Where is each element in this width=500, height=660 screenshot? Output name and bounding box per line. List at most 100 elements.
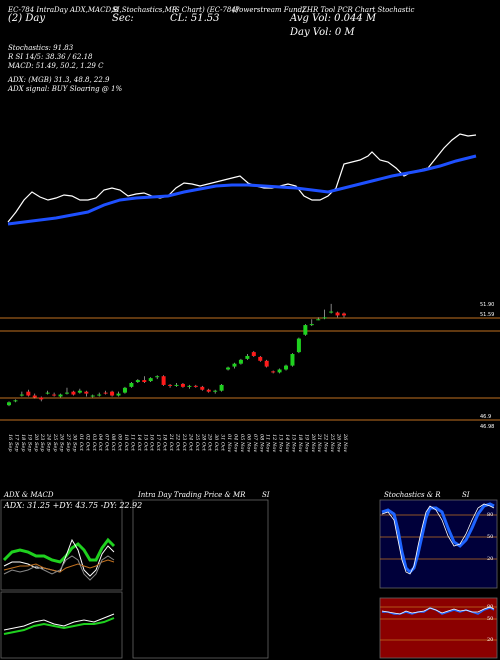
header-indicators: SI,Stochastics,MR <box>112 6 178 14</box>
x-tick-label: 19 Sep <box>26 434 32 452</box>
x-tick-label: 25 Sep <box>52 433 58 452</box>
stochastics-title: Stochastics & R <box>384 491 441 499</box>
header-day-vol: Day Vol: 0 M <box>290 27 355 38</box>
macd-signal-line <box>3 617 115 635</box>
candle-down <box>251 352 256 356</box>
x-tick-label: 20 Nov <box>310 433 316 452</box>
price-label: 51.90 <box>480 302 494 308</box>
x-tick-label: 19 Nov <box>303 434 309 452</box>
rsi-value: R SI 14/5: 38.36 / 62.18 <box>8 53 93 61</box>
x-tick-label: 08 Nov <box>258 434 264 452</box>
x-tick-label: 26 Nov <box>336 433 342 452</box>
candle-down <box>161 376 166 385</box>
x-tick-label: 27 Sep <box>65 433 71 452</box>
x-tick-label: 23 Sep <box>39 433 45 452</box>
candle-up <box>45 392 50 394</box>
x-tick-label: 24 Oct <box>187 433 193 452</box>
x-tick-label: 05 Nov <box>239 434 245 452</box>
x-tick-label: 26 Sep <box>59 433 65 452</box>
header-chart-type: (S Chart) (EC-784) <box>172 6 239 14</box>
candle-up <box>7 402 11 406</box>
x-tick-label: 14 Nov <box>284 434 290 452</box>
x-tick-label: 21 Oct <box>168 433 174 452</box>
x-tick-label: 08 Oct <box>110 434 116 452</box>
x-tick-label: 02 Oct <box>84 434 90 452</box>
x-tick-label: 28 Oct <box>200 433 206 452</box>
x-tick-label: 04 Oct <box>97 434 103 452</box>
header-title: EC-784 IntraDay ADX,MACD,B <box>8 6 119 14</box>
candle-down <box>180 383 185 387</box>
x-tick-label: 12 Nov <box>271 434 277 452</box>
header-sec: Sec: <box>112 13 134 24</box>
x-tick-label: 11 Oct <box>129 434 135 452</box>
x-tick-label: 21 Nov <box>316 433 322 452</box>
adx-panel <box>0 499 123 591</box>
price-line <box>7 133 477 223</box>
candle-down <box>258 356 263 361</box>
candle-up <box>174 384 179 386</box>
stochastics-value: Stochastics: 91.83 <box>8 44 74 52</box>
x-tick-label: 22 Nov <box>323 433 329 452</box>
x-tick-label: 24 Sep <box>46 433 52 452</box>
rsi-white-line <box>381 606 495 615</box>
header-days: (2) Day <box>8 13 45 24</box>
x-tick-label: 17 Sep <box>13 434 19 452</box>
candle-down <box>110 391 115 396</box>
x-tick-label: 07 Oct <box>104 434 110 452</box>
candle-down <box>84 391 89 394</box>
x-tick-label: 16 Oct <box>149 434 155 452</box>
x-tick-label: 15 Nov <box>290 434 296 452</box>
candle-up <box>309 324 314 326</box>
candle-up <box>97 394 102 396</box>
candle-up <box>129 382 134 387</box>
x-tick-label: 31 Oct <box>220 434 226 452</box>
x-tick-label: 22 Oct <box>175 433 181 452</box>
x-tick-label: 25 Oct <box>194 433 200 452</box>
header-avg-vol: Avg Vol: 0.044 M <box>290 13 377 24</box>
candle-up <box>290 354 295 366</box>
candle-down <box>206 389 211 392</box>
candle-up <box>219 384 224 391</box>
x-tick-label: 18 Nov <box>297 434 303 452</box>
intraday-title-rsi: SI <box>262 491 270 499</box>
x-tick-label: 20 Sep <box>33 433 39 452</box>
candle-down <box>193 385 198 387</box>
rsi-panel <box>379 597 498 659</box>
x-tick-label: 25 Nov <box>329 433 335 452</box>
macd-line <box>3 613 115 631</box>
candle-up <box>58 394 63 397</box>
candle-up <box>213 390 218 392</box>
candle-up <box>77 390 82 393</box>
candle-down <box>335 312 340 316</box>
candle-up <box>13 400 18 402</box>
x-tick-label: 01 Nov <box>226 434 232 452</box>
adx-value: ADX: (MGB) 31.3, 48.8, 22.9 <box>8 76 110 84</box>
candle-down <box>342 313 346 316</box>
candle-up <box>316 319 321 321</box>
x-tick-label: 04 Nov <box>232 434 238 452</box>
adx-macd-title: ADX & MACD <box>4 491 54 499</box>
stoch-axis-label: 20 <box>487 556 494 562</box>
candle-up <box>187 385 192 387</box>
candle-up <box>19 394 24 396</box>
candle-down <box>26 391 31 396</box>
candlestick-series <box>7 303 346 407</box>
x-tick-label: 18 Oct <box>162 434 168 452</box>
candle-up <box>64 392 69 394</box>
stoch-axis-label: 50 <box>487 534 494 540</box>
x-tick-label: 06 Nov <box>245 434 251 452</box>
stoch-axis-label: 80 <box>487 512 494 518</box>
x-tick-label: 17 Oct <box>155 434 161 452</box>
candle-up <box>122 387 127 393</box>
adx-values: ADX: 31.25 +DY: 43.75 -DY: 22.92 <box>4 501 143 510</box>
macd-value: MACD: 51.49, 50.2, 1.29 C <box>8 62 104 70</box>
intraday-title: Intra Day Trading Price & MR <box>138 491 246 499</box>
candle-up <box>329 311 334 313</box>
candle-down <box>200 386 205 390</box>
moving-average-line <box>7 154 477 226</box>
x-tick-label: 07 Nov <box>252 434 258 452</box>
x-tick-label: 01 Oct <box>78 434 84 452</box>
candle-down <box>71 391 76 395</box>
x-tick-label: 15 Oct <box>142 434 148 452</box>
